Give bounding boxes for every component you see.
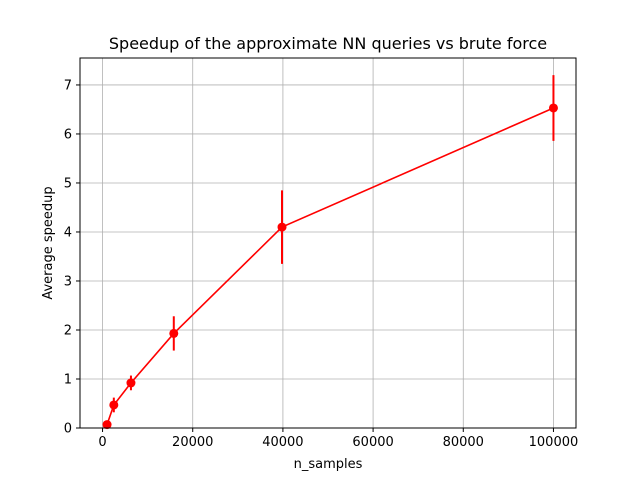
plot-frame bbox=[79, 57, 577, 429]
x-tick-label: 40000 bbox=[262, 435, 303, 450]
data-point bbox=[126, 378, 136, 388]
data-point bbox=[109, 400, 119, 410]
x-tick-label: 20000 bbox=[172, 435, 213, 450]
x-tick-label: 80000 bbox=[443, 435, 484, 450]
series-layer bbox=[102, 75, 558, 430]
y-tick-label: 3 bbox=[64, 274, 72, 289]
x-tick-label: 60000 bbox=[352, 435, 393, 450]
y-tick-label: 1 bbox=[64, 372, 72, 387]
tick-layer: 0 20000 40000 60000 80000 100000 0 1 2 3 4 5 6 7 bbox=[64, 78, 579, 450]
x-axis-label: n_samples bbox=[294, 457, 363, 472]
data-point bbox=[277, 222, 287, 232]
x-tick-label: 0 bbox=[98, 435, 106, 450]
data-point bbox=[102, 420, 112, 430]
y-tick-label: 6 bbox=[64, 127, 72, 142]
y-axis-label: Average speedup bbox=[41, 186, 56, 299]
y-tick-label: 4 bbox=[64, 225, 72, 240]
y-tick-label: 2 bbox=[64, 323, 72, 338]
y-tick-label: 5 bbox=[64, 176, 72, 191]
y-tick-label: 7 bbox=[64, 78, 72, 93]
y-tick-label: 0 bbox=[64, 422, 72, 437]
x-tick-label: 100000 bbox=[529, 435, 579, 450]
data-point bbox=[169, 328, 179, 338]
data-point bbox=[548, 103, 558, 113]
chart-title: Speedup of the approximate NN queries vs… bbox=[109, 34, 547, 53]
